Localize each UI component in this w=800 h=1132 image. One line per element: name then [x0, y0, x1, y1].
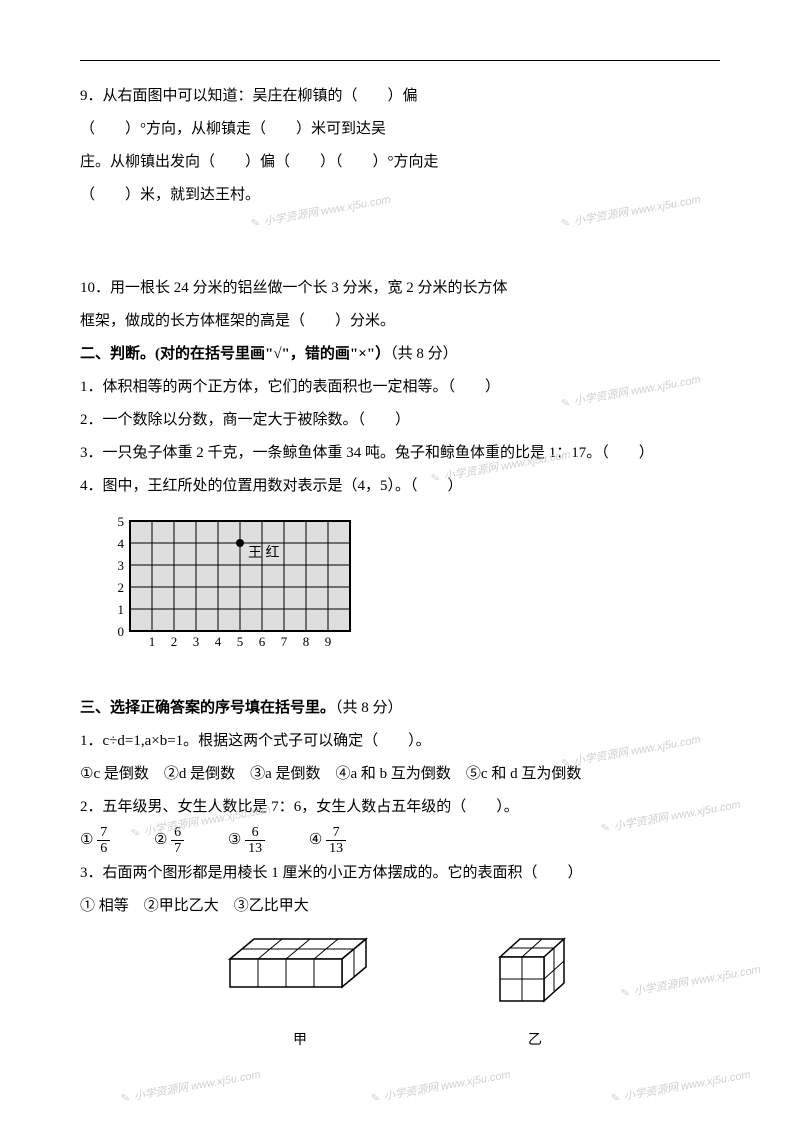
q10-line1: 10．用一根长 24 分米的铝丝做一个长 3 分米，宽 2 分米的长方体 [80, 272, 720, 305]
svg-text:3: 3 [118, 558, 125, 573]
svg-text:8: 8 [303, 634, 310, 649]
frac-7-13: 713 [326, 825, 346, 857]
watermark: 小学资源网 www.xj5u.com [119, 1063, 263, 1111]
opt1-marker: ① [80, 832, 93, 848]
frac4-den: 13 [326, 841, 346, 856]
svg-text:9: 9 [325, 634, 332, 649]
svg-text:4: 4 [118, 536, 125, 551]
cube-b-svg [490, 929, 580, 1009]
s2-q2: 2．一个数除以分数，商一定大于被除数。（ ） [80, 404, 720, 437]
watermark: 小学资源网 www.xj5u.com [369, 1063, 513, 1111]
s3-q2-opt1: ① 76 [80, 824, 110, 857]
frac-6-13: 613 [245, 825, 265, 857]
cube-a-svg [220, 929, 380, 1009]
svg-text:王 红: 王 红 [248, 545, 280, 561]
s2-q3: 3．一只兔子体重 2 千克，一条鲸鱼体重 34 吨。兔子和鲸鱼体重的比是 1：1… [80, 437, 720, 470]
frac1-den: 6 [97, 841, 110, 856]
section3-heading: 三、选择正确答案的序号填在括号里。（共 8 分） [80, 692, 720, 725]
q9-line4: （ ）米，就到达王村。 [80, 179, 720, 212]
coordinate-grid: 543210123456789王 红 [100, 511, 360, 671]
frac4-num: 7 [326, 825, 346, 841]
s3-q2-opt2: ② 67 [154, 824, 184, 857]
s3-q2-opt4: ④ 713 [309, 824, 346, 857]
frac3-num: 6 [245, 825, 265, 841]
s3-q2-opt3: ③ 613 [228, 824, 265, 857]
q10-line2: 框架，做成的长方体框架的高是（ ）分米。 [80, 305, 720, 338]
s3-q3-stem: 3．右面两个图形都是用棱长 1 厘米的小正方体摆成的。它的表面积（ ） [80, 857, 720, 890]
svg-text:5: 5 [118, 514, 125, 529]
watermark: 小学资源网 www.xj5u.com [609, 1063, 753, 1111]
cube-a-label: 甲 [220, 1026, 380, 1057]
header-rule [80, 60, 720, 61]
frac2-num: 6 [171, 825, 184, 841]
s3-q1-opts: ①c 是倒数 ②d 是倒数 ③a 是倒数 ④a 和 b 互为倒数 ⑤c 和 d … [80, 758, 720, 791]
opt4-marker: ④ [309, 832, 322, 848]
frac2-den: 7 [171, 841, 184, 856]
s2-q4: 4．图中，王红所处的位置用数对表示是（4，5）。（ ） [80, 470, 720, 503]
section3-title: 三、选择正确答案的序号填在括号里。 [80, 700, 335, 716]
s3-q2-stem: 2．五年级男、女生人数比是 7：6，女生人数占五年级的（ ）。 [80, 791, 720, 824]
opt3-marker: ③ [228, 832, 241, 848]
frac-6-7: 67 [171, 825, 184, 857]
cube-a-block: 甲 [220, 929, 380, 1057]
q9-line3: 庄。从柳镇出发向（ ）偏（ ）（ ）°方向走 [80, 146, 720, 179]
svg-text:7: 7 [281, 634, 288, 649]
svg-text:5: 5 [237, 634, 244, 649]
svg-text:6: 6 [259, 634, 266, 649]
section2-points: （共 8 分） [390, 346, 458, 362]
svg-text:4: 4 [215, 634, 222, 649]
frac-7-6: 76 [97, 825, 110, 857]
q9-line1: 9．从右面图中可以知道：吴庄在柳镇的（ ）偏 [80, 80, 720, 113]
frac1-num: 7 [97, 825, 110, 841]
svg-text:1: 1 [149, 634, 156, 649]
s3-q2-opts: ① 76 ② 67 ③ 613 ④ 713 [80, 824, 720, 857]
cubes-figure-row: 甲 乙 [80, 929, 720, 1057]
frac3-den: 13 [245, 841, 265, 856]
svg-text:2: 2 [171, 634, 178, 649]
section2-heading: 二、判断。(对的在括号里画"√"，错的画"×"）（共 8 分） [80, 338, 720, 371]
cube-b-label: 乙 [490, 1026, 580, 1057]
q9-line2: （ ）°方向，从柳镇走（ ）米可到达吴 [80, 113, 720, 146]
opt2-marker: ② [154, 832, 167, 848]
page-content: 9．从右面图中可以知道：吴庄在柳镇的（ ）偏 （ ）°方向，从柳镇走（ ）米可到… [80, 80, 720, 1057]
svg-text:0: 0 [118, 624, 125, 639]
section2-title: 二、判断。(对的在括号里画"√"，错的画"×"） [80, 346, 390, 362]
s3-q3-opts: ① 相等 ②甲比乙大 ③乙比甲大 [80, 890, 720, 923]
svg-text:1: 1 [118, 602, 125, 617]
s2-q1: 1．体积相等的两个正方体，它们的表面积也一定相等。（ ） [80, 371, 720, 404]
s3-q1-stem: 1．c÷d=1,a×b=1。根据这两个式子可以确定（ ）。 [80, 725, 720, 758]
svg-text:3: 3 [193, 634, 200, 649]
grid-figure: 543210123456789王 红 [100, 511, 720, 684]
svg-text:2: 2 [118, 580, 125, 595]
cube-b-block: 乙 [490, 929, 580, 1057]
section3-points: （共 8 分） [335, 700, 403, 716]
